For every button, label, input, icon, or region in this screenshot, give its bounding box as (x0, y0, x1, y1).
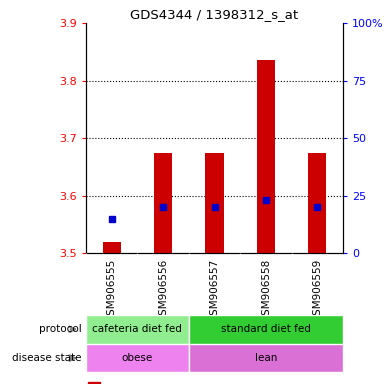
Bar (103, 242, 121, 253)
Bar (206, 153, 223, 253)
Text: GSM906559: GSM906559 (312, 258, 323, 322)
Text: protocol: protocol (39, 324, 82, 334)
Text: GSM906557: GSM906557 (209, 258, 220, 322)
Bar (154, 153, 172, 253)
Bar (88, 382, 100, 384)
Bar (189, 315, 343, 344)
Text: standard diet fed: standard diet fed (221, 324, 311, 334)
Bar (257, 61, 275, 253)
Bar (308, 153, 326, 253)
Text: GDS4344 / 1398312_s_at: GDS4344 / 1398312_s_at (130, 8, 299, 21)
Text: GSM906555: GSM906555 (106, 258, 117, 322)
Text: obese: obese (122, 353, 153, 363)
Bar (86, 315, 189, 344)
Bar (86, 344, 189, 372)
Text: GSM906558: GSM906558 (261, 258, 271, 322)
Text: GSM906556: GSM906556 (158, 258, 168, 322)
Text: cafeteria diet fed: cafeteria diet fed (92, 324, 182, 334)
Text: lean: lean (255, 353, 277, 363)
Bar (189, 344, 343, 372)
Text: disease state: disease state (12, 353, 82, 363)
